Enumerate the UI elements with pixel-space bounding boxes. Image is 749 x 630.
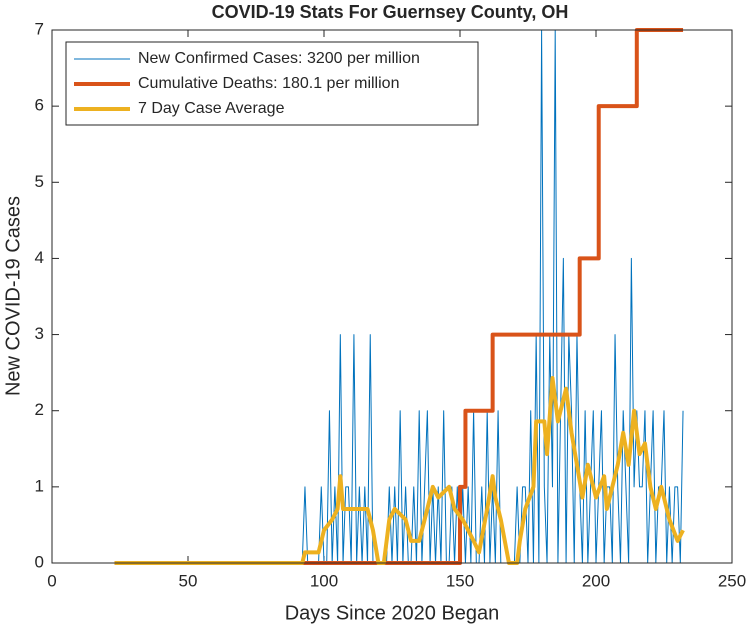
axes-box — [51, 29, 733, 564]
legend-box — [65, 41, 479, 126]
legend-label: New Confirmed Cases: 3200 per million — [138, 50, 420, 67]
y-tick-label: 7 — [35, 19, 44, 38]
x-tick-label: 100 — [310, 571, 338, 590]
x-tick-label: 50 — [179, 571, 198, 590]
chart-title: COVID-19 Stats For Guernsey County, OH — [212, 2, 569, 22]
y-axis-label: New COVID-19 Cases — [2, 196, 24, 396]
legend-label: Cumulative Deaths: 180.1 per million — [138, 75, 399, 92]
y-tick-label: 4 — [35, 248, 44, 267]
y-tick-label: 2 — [35, 400, 44, 419]
y-tick-label: 3 — [35, 324, 44, 343]
x-tick-label: 200 — [582, 571, 610, 590]
x-tick-label: 0 — [47, 571, 56, 590]
y-tick-label: 5 — [35, 172, 44, 191]
legend-label: 7 Day Case Average — [138, 100, 285, 117]
x-tick-label: 250 — [718, 571, 746, 590]
series-line — [114, 375, 685, 565]
x-tick-label: 150 — [446, 571, 474, 590]
x-axis-label: Days Since 2020 Began — [285, 602, 500, 624]
y-tick-label: 0 — [35, 552, 44, 571]
y-tick-label: 1 — [35, 476, 44, 495]
series-line — [114, 29, 684, 564]
series-line — [114, 28, 684, 565]
y-tick-label: 6 — [35, 96, 44, 115]
